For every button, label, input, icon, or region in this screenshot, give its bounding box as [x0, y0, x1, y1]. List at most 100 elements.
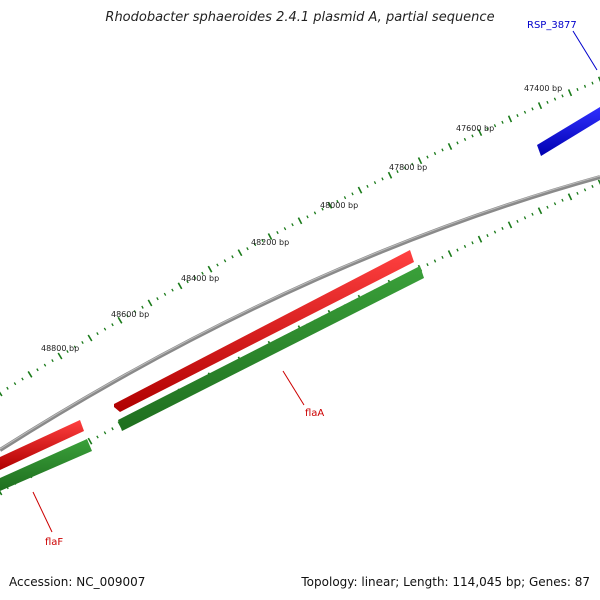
major-tick — [0, 391, 3, 397]
minor-tick — [493, 230, 497, 234]
ruler-labels: 47400 bp 47600 bp 47800 bp 48000 bp 4820… — [41, 84, 562, 353]
minor-tick — [261, 238, 264, 243]
minor-tick — [283, 227, 287, 231]
accession-text: Accession: NC_009007 — [9, 575, 146, 589]
minor-tick — [66, 349, 69, 354]
minor-tick — [433, 259, 437, 263]
gene-label-flaf: flaF — [45, 537, 63, 548]
minor-tick — [501, 120, 504, 124]
major-tick — [237, 249, 243, 257]
major-tick — [117, 316, 123, 324]
major-tick — [447, 250, 453, 258]
gene-rsp-3877[interactable] — [537, 107, 600, 156]
major-tick — [567, 193, 573, 201]
minor-tick — [186, 280, 189, 284]
minor-tick — [523, 216, 527, 220]
minor-tick — [591, 81, 594, 85]
major-tick — [447, 142, 453, 150]
major-tick — [0, 490, 3, 496]
minor-tick — [36, 368, 39, 372]
minor-tick — [103, 431, 107, 435]
major-tick — [27, 370, 33, 378]
minor-tick — [171, 288, 174, 292]
minor-tick — [561, 198, 564, 202]
minor-tick — [21, 377, 24, 381]
minor-tick — [516, 219, 519, 223]
minor-tick — [433, 151, 437, 156]
minor-tick — [516, 114, 519, 118]
minor-tick — [531, 212, 534, 216]
minor-tick — [253, 242, 257, 247]
minor-tick — [163, 292, 167, 296]
minor-tick — [486, 127, 489, 131]
ruler-label: 47400 bp — [524, 84, 562, 93]
outer-tick-track — [0, 76, 600, 397]
minor-tick — [561, 94, 564, 98]
minor-tick — [591, 184, 594, 188]
minor-tick — [426, 155, 429, 159]
minor-tick — [73, 345, 77, 349]
major-tick — [327, 201, 333, 209]
label-line-rsp-3877 — [572, 30, 598, 71]
minor-tick — [216, 263, 219, 267]
major-tick — [357, 186, 363, 194]
ruler-label: 48400 bp — [181, 274, 219, 283]
gene-label-rsp-3877: RSP_3877 — [527, 20, 577, 31]
minor-tick — [111, 323, 114, 327]
minor-tick — [403, 166, 407, 170]
minor-tick — [231, 255, 234, 259]
major-tick — [477, 235, 483, 243]
minor-tick — [471, 241, 474, 245]
minor-tick — [501, 226, 504, 230]
minor-tick — [343, 196, 347, 200]
minor-tick — [201, 271, 204, 275]
minor-tick — [456, 248, 459, 252]
ruler-label: 48000 bp — [320, 201, 358, 210]
minor-tick — [471, 134, 474, 138]
minor-tick — [96, 332, 99, 336]
major-tick — [87, 437, 93, 445]
minor-tick — [13, 382, 17, 386]
minor-tick — [111, 427, 114, 431]
major-tick — [57, 352, 63, 360]
gene-flaf-red[interactable] — [0, 420, 84, 470]
gene-flaf-green[interactable] — [0, 439, 92, 491]
major-tick — [267, 233, 273, 240]
minor-tick — [553, 202, 557, 206]
minor-tick — [103, 327, 107, 331]
minor-tick — [246, 247, 249, 251]
minor-tick — [313, 211, 317, 215]
minor-tick — [126, 314, 129, 318]
ruler-label: 47800 bp — [389, 163, 427, 172]
minor-tick — [576, 191, 579, 195]
minor-tick — [576, 87, 579, 92]
minor-tick — [463, 137, 467, 141]
minor-tick — [531, 107, 534, 111]
major-tick — [177, 282, 183, 290]
minor-tick — [396, 170, 399, 174]
minor-tick — [553, 97, 557, 101]
major-tick — [507, 115, 513, 123]
minor-tick — [546, 100, 549, 104]
minor-tick — [96, 435, 99, 439]
minor-tick — [546, 205, 549, 209]
minor-tick — [156, 297, 159, 301]
major-tick — [597, 179, 600, 185]
minor-tick — [193, 275, 197, 280]
major-tick — [477, 128, 483, 137]
minor-tick — [486, 234, 489, 238]
minor-tick — [523, 110, 527, 114]
minor-tick — [441, 255, 444, 259]
major-tick — [207, 265, 213, 273]
minor-tick — [321, 207, 324, 211]
sequence-backbone — [0, 175, 600, 452]
minor-tick — [493, 124, 497, 128]
minor-tick — [133, 310, 137, 314]
gene-flaa-red[interactable] — [114, 250, 414, 412]
ruler-label: 48200 bp — [251, 238, 289, 247]
minor-tick — [291, 223, 294, 227]
gene-flaa-green[interactable] — [118, 266, 424, 431]
major-tick — [537, 102, 543, 110]
major-tick — [567, 89, 573, 97]
major-tick — [597, 76, 600, 83]
